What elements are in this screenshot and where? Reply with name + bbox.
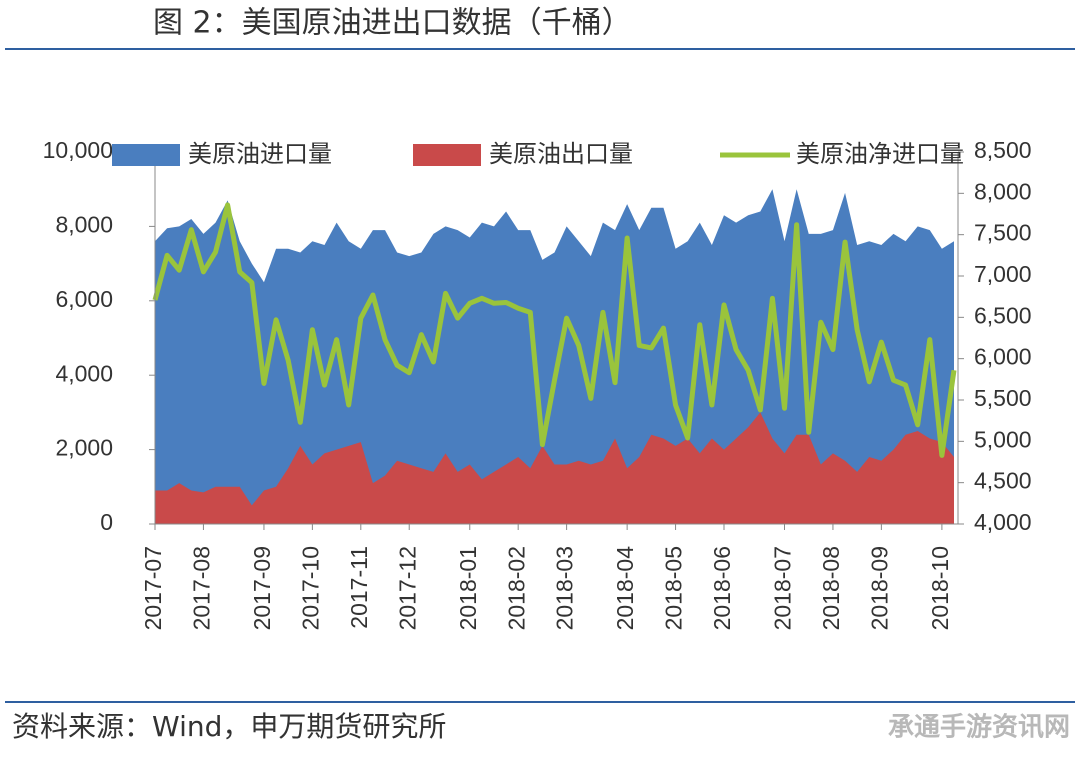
y2-tick-label: 8,500 xyxy=(974,137,1032,163)
x-tick-label: 2018-04 xyxy=(612,546,638,631)
plot: 0 2,000 4,000 6,000 8,000 10,000 4,000 4,500 5,0… xyxy=(43,137,1032,630)
x-tick-label: 2017-11 xyxy=(346,546,372,629)
y2-tick-label: 5,000 xyxy=(974,426,1032,452)
y2-tick-label: 7,500 xyxy=(974,220,1032,246)
x-tick-label: 2018-06 xyxy=(709,546,735,630)
legend-label: 美原油出口量 xyxy=(489,140,633,168)
y2-tick-label: 6,000 xyxy=(974,344,1032,370)
area xyxy=(155,412,954,524)
line xyxy=(152,202,957,458)
legend-swatch xyxy=(413,144,481,166)
y-tick-label: 0 xyxy=(100,509,113,535)
legend-label: 美原油进口量 xyxy=(188,140,332,168)
source: 资料来源：Wind，申万期货研究所 xyxy=(12,710,446,743)
y2-tick-label: 7,000 xyxy=(974,261,1032,287)
x-tick-label: 2018-09 xyxy=(866,546,892,630)
x-tick-label: 2018-07 xyxy=(770,546,796,630)
x-tick-label: 2017-09 xyxy=(249,546,275,630)
y-tick-label: 8,000 xyxy=(55,211,113,237)
x-tick-label: 2018-01 xyxy=(455,546,481,630)
y-tick-label: 2,000 xyxy=(55,435,113,461)
x-tick-label: 2018-10 xyxy=(927,546,953,630)
legend-label: 美原油净进口量 xyxy=(796,140,964,168)
y-tick-label: 4,000 xyxy=(55,360,113,386)
y2-tick-label: 4,000 xyxy=(974,509,1032,535)
x-tick-label: 2017-10 xyxy=(297,546,323,630)
legend-swatch xyxy=(112,144,180,166)
y2-tick-label: 5,500 xyxy=(974,385,1032,411)
y2-tick-label: 8,000 xyxy=(974,178,1032,204)
watermark: 承通手游资讯网 xyxy=(888,713,1070,743)
x-tick-label: 2018-05 xyxy=(661,546,687,630)
y-tick-label: 6,000 xyxy=(55,286,113,312)
x-tick-label: 2018-02 xyxy=(503,546,529,630)
y-tick-label: 10,000 xyxy=(43,137,113,163)
x-tick-label: 2017-12 xyxy=(394,546,420,630)
y2-tick-label: 4,500 xyxy=(974,468,1032,494)
x-tick-label: 2018-03 xyxy=(552,546,578,630)
x-tick-label: 2017-07 xyxy=(140,546,166,630)
y2-tick-label: 6,500 xyxy=(974,302,1032,328)
x-tick-label: 2018-08 xyxy=(818,546,844,630)
chart-title: 图 2：美国原油进出口数据（千桶） xyxy=(153,6,632,41)
x-tick-label: 2017-08 xyxy=(189,546,215,630)
